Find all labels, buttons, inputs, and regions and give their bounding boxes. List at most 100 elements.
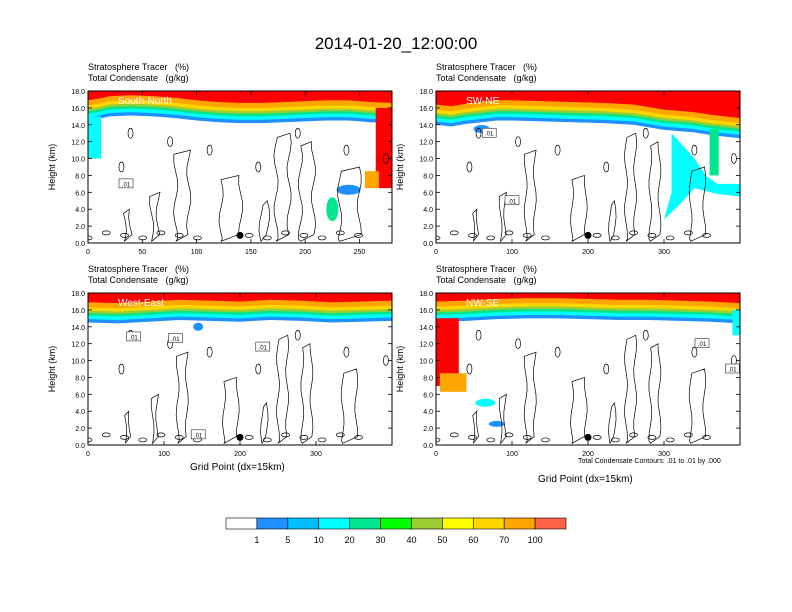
x-tick-label: 300 [658, 249, 670, 256]
x-tick-label: 200 [582, 451, 594, 458]
colorbar-box [534, 517, 567, 530]
x-tick-label: 300 [310, 451, 322, 458]
panel-2-header: Stratosphere Tracer (%) Total Condensate… [436, 62, 537, 84]
colorbar-box [472, 517, 505, 530]
y-tick-label: 18.0 [419, 89, 433, 96]
condensate-contour [244, 435, 254, 440]
condensate-contour [486, 235, 496, 241]
x-tick-label: 0 [434, 249, 438, 256]
condensate-contour [138, 235, 148, 241]
condensate-contour [665, 235, 675, 241]
condensate-contour [167, 136, 173, 148]
panel-2-header-line1: Stratosphere Tracer (%) [436, 62, 538, 72]
tracer-band-max [88, 91, 392, 103]
contour-footnote: Total Condensate Contours: .01 to .01 by… [578, 458, 721, 465]
colorbar-box [256, 517, 289, 530]
condensate-contour [174, 435, 184, 440]
y-tick-label: 14.0 [71, 325, 85, 332]
y-tick-label: 6.0 [423, 190, 433, 197]
y-tick-label: 2.0 [423, 426, 433, 433]
y-tick-label: 16.0 [71, 308, 85, 315]
tracer-intrusion [88, 116, 102, 159]
panel-label: West-East [118, 298, 164, 309]
colorbar-label: 60 [468, 535, 478, 545]
y-tick-label: 0.0 [423, 241, 433, 248]
condensate-contour [193, 235, 202, 241]
location-marker [236, 433, 244, 441]
condensate-contour [688, 368, 707, 444]
condensate-contour [222, 376, 240, 445]
condensate-contour [294, 329, 301, 341]
condensate-contour [608, 199, 617, 243]
condensate-contour [647, 233, 657, 238]
condensate-contour [608, 401, 617, 445]
condensate-contour [118, 363, 125, 375]
tracer-blob [488, 420, 505, 427]
condensate-contour [294, 127, 301, 139]
condensate-contour [340, 368, 359, 444]
condensate-contour [683, 432, 693, 438]
condensate-contour [297, 141, 316, 242]
condensate-contour [206, 144, 213, 156]
colorbar-box [225, 517, 258, 530]
panel-2-header-line2: Total Condensate (g/kg) [436, 73, 537, 83]
location-marker [584, 231, 592, 239]
tracer-field: .01 [88, 91, 392, 243]
panel-4-header-line1: Stratosphere Tracer (%) [436, 264, 538, 274]
tracer-blob [336, 184, 361, 195]
condensate-contour [554, 144, 561, 156]
colorbar-box [380, 517, 412, 530]
condensate-contour [263, 437, 272, 443]
condensate-contour [603, 363, 610, 375]
condensate-contour [123, 208, 133, 242]
y-tick-label: 10.0 [71, 157, 85, 164]
tracer-field: .01 .01 [436, 293, 740, 445]
x-tick-label: 50 [138, 249, 146, 256]
y-tick-label: 8.0 [75, 173, 85, 180]
y-tick-label: 16.0 [419, 106, 433, 113]
condensate-contour [486, 437, 496, 443]
condensate-contour [515, 136, 521, 148]
x-tick-label: 100 [191, 249, 203, 256]
y-tick-label: 8.0 [423, 173, 433, 180]
condensate-contour [691, 346, 698, 358]
condensate-contour [317, 235, 327, 241]
tracer-intrusion [375, 107, 392, 189]
contour-label: .01 [485, 132, 494, 138]
condensate-contour [255, 363, 262, 375]
y-tick-label: 4.0 [423, 409, 433, 416]
y-tick-label: 4.0 [75, 207, 85, 214]
condensate-contour [624, 132, 637, 242]
condensate-contour [101, 432, 111, 438]
condensate-contour [603, 161, 610, 173]
condensate-contour [570, 376, 588, 445]
condensate-contour [629, 230, 638, 236]
location-marker [236, 231, 244, 239]
condensate-contour [472, 410, 479, 444]
tracer-intrusion [364, 171, 379, 189]
x-tick-label: 200 [234, 451, 246, 458]
contour-label-box [190, 429, 206, 440]
condensate-contour [642, 329, 649, 341]
condensate-contour [337, 166, 362, 242]
condensate-contour [498, 393, 507, 445]
colorbar-label: 1 [254, 535, 259, 545]
colorbar-label: 50 [437, 535, 447, 545]
condensate-contour [665, 437, 675, 443]
contour-label-box [725, 363, 740, 374]
x-tick-label: 200 [299, 249, 311, 256]
tracer-intrusion [436, 318, 459, 386]
panel-1-header-line2: Total Condensate (g/kg) [88, 73, 189, 83]
condensate-contour [647, 435, 657, 440]
condensate-contour [149, 191, 161, 243]
panel-1-header-line1: Stratosphere Tracer (%) [88, 62, 190, 72]
colorbar-label: 5 [285, 535, 290, 545]
panel-label: SW-NE [466, 96, 499, 107]
contour-label-box [504, 195, 520, 206]
condensate-contour [702, 233, 711, 238]
condensate-contour [436, 437, 441, 443]
condensate-contour [124, 410, 131, 444]
panel-4-header: Stratosphere Tracer (%) Total Condensate… [436, 264, 537, 286]
contour-label: .01 [171, 337, 180, 343]
y-tick-label: 12.0 [71, 342, 85, 349]
